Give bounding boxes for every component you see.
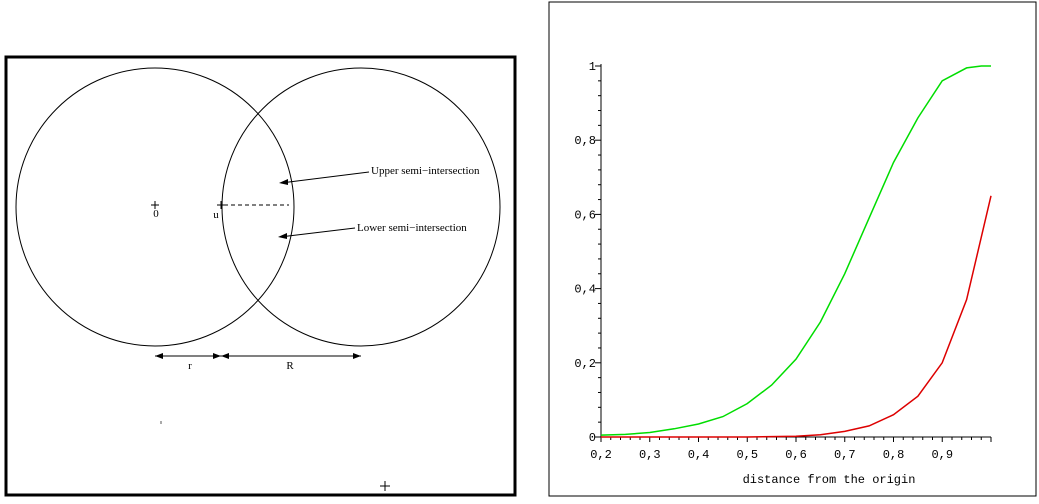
chart-axes (600, 64, 991, 438)
circle-origin (15, 67, 295, 347)
origin-label: 0 (153, 208, 159, 220)
u-marker (217, 201, 225, 209)
R-dimension (221, 353, 361, 359)
lower-semi-intersection-label: Lower semi−intersection (357, 222, 467, 234)
x-tick-label: 0,8 (883, 448, 905, 462)
chart-series (600, 65, 992, 438)
circle-u (221, 67, 501, 347)
x-tick-label: 0,5 (736, 448, 758, 462)
semi-intersection-diagram: 0 u Upper semi−intersection Lower semi−i… (0, 0, 520, 499)
y-tick-label: 0 (589, 431, 596, 445)
y-tick-label: 1 (589, 60, 596, 74)
probability-chart-panel: 0,2 0,3 0,4 0,5 0,6 0,7 0,8 0,9 0 0,2 0,4 0,6 0,8 1 d… (520, 0, 1039, 499)
x-tick-label: 0,6 (785, 448, 807, 462)
y-tick-label: 0,2 (574, 357, 596, 371)
x-tick-label: 0,4 (688, 448, 710, 462)
series-line-green (600, 65, 991, 436)
origin-marker (151, 201, 159, 209)
diagram-svg: 0 u Upper semi−intersection Lower semi−i… (4, 55, 517, 497)
lower-arrow (278, 227, 356, 239)
x-tick-label: 0,7 (834, 448, 856, 462)
u-label: u (213, 209, 219, 221)
x-axis-label: distance from the origin (743, 473, 916, 487)
corner-cross-marker (380, 481, 390, 491)
r-label: r (188, 360, 192, 372)
R-label: R (286, 360, 294, 372)
upper-arrow (279, 171, 370, 185)
series-line-red (601, 195, 992, 438)
x-tick-label: 0,2 (590, 448, 612, 462)
y-tick-label: 0,6 (574, 208, 596, 222)
y-tick-label: 0,8 (574, 134, 596, 148)
upper-semi-intersection-label: Upper semi−intersection (371, 165, 480, 177)
x-tick-label: 0,9 (931, 448, 953, 462)
chart-ticks: 0,2 0,3 0,4 0,5 0,6 0,7 0,8 0,9 0 0,2 0,4 0,6 0,8 1 (574, 60, 992, 462)
diagram-frame (4, 55, 517, 497)
x-tick-label: 0,3 (639, 448, 661, 462)
r-dimension (155, 353, 221, 359)
chart-svg: 0,2 0,3 0,4 0,5 0,6 0,7 0,8 0,9 0 0,2 0,4 0,6 0,8 1 d… (548, 1, 1037, 497)
y-tick-label: 0,4 (574, 283, 596, 297)
chart-frame (548, 1, 1037, 497)
